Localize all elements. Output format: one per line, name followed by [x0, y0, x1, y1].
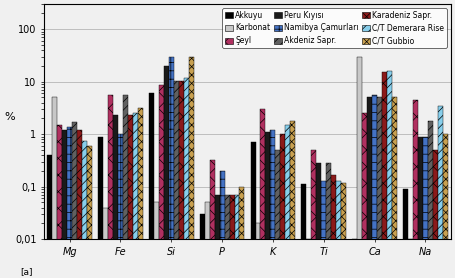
Bar: [164, 66, 169, 278]
Bar: [382, 73, 387, 278]
Bar: [256, 223, 261, 278]
Bar: [225, 195, 229, 278]
Bar: [200, 214, 205, 278]
Bar: [220, 171, 225, 278]
Bar: [82, 141, 87, 278]
Bar: [103, 208, 108, 278]
Bar: [239, 187, 244, 278]
Bar: [341, 182, 346, 278]
Bar: [47, 155, 52, 278]
Bar: [149, 93, 154, 278]
Bar: [377, 98, 382, 278]
Bar: [261, 109, 265, 278]
Bar: [215, 195, 220, 278]
Bar: [311, 150, 316, 278]
Bar: [189, 57, 194, 278]
Bar: [275, 150, 280, 278]
Bar: [98, 136, 103, 278]
Bar: [138, 108, 143, 278]
Bar: [234, 195, 239, 278]
Bar: [392, 98, 397, 278]
Bar: [290, 121, 295, 278]
Bar: [179, 81, 184, 278]
Bar: [52, 98, 57, 278]
Bar: [326, 163, 331, 278]
Bar: [118, 134, 123, 278]
Bar: [387, 71, 392, 278]
Bar: [413, 100, 418, 278]
Bar: [367, 98, 372, 278]
Bar: [403, 189, 408, 278]
Bar: [133, 113, 138, 278]
Bar: [280, 134, 285, 278]
Bar: [372, 95, 377, 278]
Bar: [316, 163, 321, 278]
Bar: [62, 130, 67, 278]
Bar: [265, 132, 270, 278]
Bar: [423, 136, 428, 278]
Bar: [443, 134, 448, 278]
Bar: [169, 57, 174, 278]
Bar: [77, 130, 82, 278]
Bar: [72, 122, 77, 278]
Bar: [321, 181, 326, 278]
Legend: Akkuyu, Karbonat, Şeyl, Peru Kıyısı, Namibya Çamurları, Akdeniz Sapr., Karadeniz: Akkuyu, Karbonat, Şeyl, Peru Kıyısı, Nam…: [222, 8, 447, 48]
Bar: [362, 113, 367, 278]
Bar: [154, 202, 159, 278]
Bar: [184, 78, 189, 278]
Bar: [301, 185, 306, 278]
Bar: [357, 57, 362, 278]
Bar: [251, 142, 256, 278]
Bar: [174, 81, 179, 278]
Bar: [438, 106, 443, 278]
Y-axis label: %: %: [4, 112, 15, 122]
Bar: [128, 115, 133, 278]
Bar: [285, 125, 290, 278]
Bar: [433, 150, 438, 278]
Text: [a]: [a]: [20, 267, 32, 276]
Bar: [87, 146, 92, 278]
Bar: [352, 239, 357, 278]
Bar: [57, 125, 62, 278]
Bar: [408, 239, 413, 278]
Bar: [418, 136, 423, 278]
Bar: [67, 126, 72, 278]
Bar: [270, 130, 275, 278]
Bar: [123, 95, 128, 278]
Bar: [331, 175, 336, 278]
Bar: [159, 85, 164, 278]
Bar: [229, 195, 234, 278]
Bar: [108, 95, 113, 278]
Bar: [428, 121, 433, 278]
Bar: [210, 160, 215, 278]
Bar: [336, 181, 341, 278]
Bar: [113, 115, 118, 278]
Bar: [205, 202, 210, 278]
Bar: [306, 239, 311, 278]
